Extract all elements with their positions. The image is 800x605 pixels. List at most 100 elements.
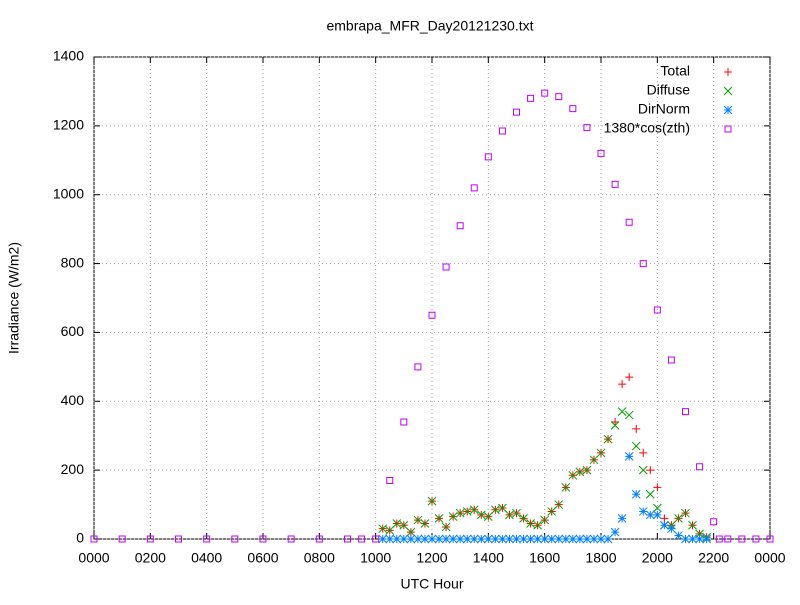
data-point [469,534,479,544]
data-point [554,534,564,544]
data-point [688,534,697,544]
data-point [645,489,655,499]
x-tick-label: 1200 [416,550,447,566]
y-tick-label: 1200 [53,117,84,133]
data-point [287,535,295,543]
data-point [413,534,423,544]
data-point [519,513,528,523]
data-point [715,535,723,543]
data-point [448,534,458,544]
x-tick-label: 1400 [473,550,504,566]
y-tick-label: 400 [61,392,85,408]
data-point [476,534,486,544]
data-point [652,510,662,520]
data-point [434,534,444,544]
data-point [519,534,528,544]
data-point [653,483,662,492]
data-point [441,522,451,532]
data-point [589,534,599,544]
legend-label: Diffuse [647,82,691,98]
data-point [462,507,472,516]
legend-marker [723,86,733,96]
data-point [505,510,514,520]
data-point [603,534,613,544]
data-point [617,407,627,416]
data-point [561,534,571,544]
data-point [203,535,211,543]
data-point [674,531,683,540]
data-point [420,519,430,528]
data-point [526,519,535,528]
data-point [625,218,633,226]
data-point [385,526,395,535]
y-tick-label: 800 [61,254,85,270]
data-point [653,306,661,314]
data-point [568,534,578,544]
data-point [561,483,571,492]
data-point [527,94,535,102]
data-point [491,505,500,515]
data-point [575,534,585,544]
x-tick-label: 0600 [247,550,278,566]
data-point [455,508,465,518]
data-point [259,535,267,543]
data-point [441,534,451,544]
data-point [476,510,486,520]
x-axis-label: UTC Hour [400,576,463,592]
data-point [625,373,634,382]
data-point [639,260,647,268]
data-point [118,535,126,543]
data-point [667,524,676,534]
data-point [513,108,520,116]
data-point [385,534,395,544]
data-point [547,507,557,516]
data-point [175,535,182,543]
data-point [420,534,430,544]
data-point [575,467,585,477]
data-point [427,534,437,544]
data-point [696,463,704,471]
legend-marker [724,125,732,133]
data-point [660,514,669,523]
data-point [442,263,450,271]
legend-label: DirNorm [638,101,690,117]
data-point [434,513,444,523]
data-point [448,512,458,521]
data-point [372,535,380,543]
y-axis-label: Irradiance (W/m2) [6,242,22,354]
data-point [667,356,675,364]
data-point [632,424,641,433]
data-point [344,535,351,543]
x-tick-label: 0800 [304,550,335,566]
data-point [406,534,416,544]
data-point [399,534,409,544]
data-point [505,534,514,544]
data-point [645,510,655,520]
data-point [646,466,655,475]
legend-label: 1380*cos(zth) [604,120,690,136]
data-point [603,434,613,444]
data-point [638,465,648,475]
data-point [688,520,697,530]
data-point [498,534,507,544]
data-point [702,534,711,544]
data-point [146,535,154,543]
data-point [568,470,578,480]
x-tick-label: 1000 [360,550,391,566]
data-point [596,448,606,458]
x-tick-label: 2200 [698,550,729,566]
data-point [483,534,493,544]
data-point [682,408,689,416]
data-point [386,476,394,484]
data-point [652,503,662,513]
data-point [455,534,465,544]
data-point [526,534,535,544]
data-point [498,503,507,513]
data-point [413,515,423,525]
legend-label: Total [660,63,690,79]
data-point [660,520,669,530]
data-point [392,519,402,528]
data-point [624,452,634,461]
data-point [555,93,563,101]
